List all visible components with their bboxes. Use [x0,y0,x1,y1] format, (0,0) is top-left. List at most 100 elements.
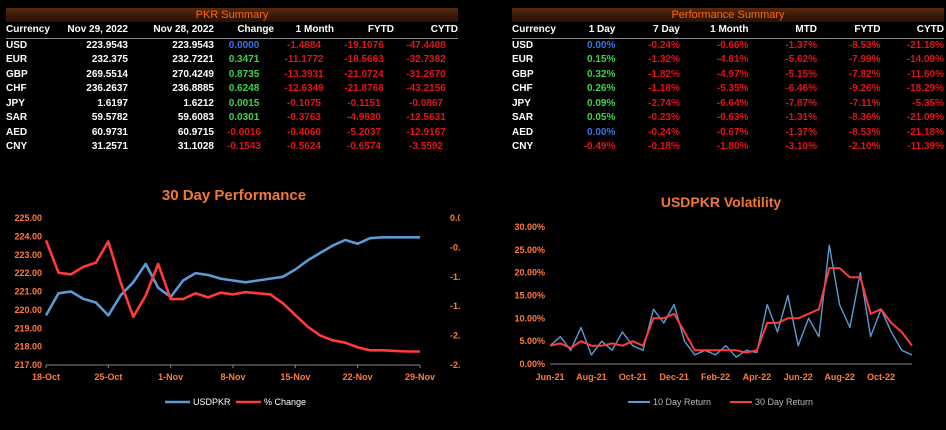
table-row: GBP 269.5514 270.4249 0.8735 -13.3931 -21.072… [6,68,458,83]
1-month-cell: -0.1075 [287,97,321,109]
fytd-cell: -4.9830 [347,112,381,123]
d7-cell: -0.24% [648,39,680,51]
series-line-10-day [549,244,913,358]
d7-cell: -1.18% [648,83,680,94]
currency-cell: AED [512,126,534,138]
y-tick-label: 5.00% [519,336,545,346]
currency-cell: CNY [512,141,534,152]
d1-cell: 0.26% [587,83,616,94]
y-tick-label: 15.00% [514,291,545,301]
y-tick-label: 0.00% [519,359,545,369]
x-tick-label: Jun-22 [784,372,813,382]
change-cell: -0.1543 [227,141,261,152]
x-tick-label: Oct-21 [619,372,647,382]
1-month-cell: -0.4060 [287,126,321,138]
fytd-cell: -9.26% [848,83,881,94]
rate-prev-cell: 223.9543 [172,39,214,51]
rate-prev-cell: 59.6083 [177,112,214,123]
series-line-30-day [549,267,913,354]
header-cytd: CYTD [394,22,458,39]
y-left-tick-label: 223.00 [14,250,42,260]
header-1month: 1 Month [274,22,334,39]
cytd-cell: -21.18% [906,126,944,138]
y-right-tick-label: -1.00 [450,272,460,282]
legend-usdpkr: USDPKR [193,397,231,407]
cytd-cell: -21.18% [906,39,944,51]
legend-pct-change: % Change [264,397,306,407]
1-month-cell: -0.5624 [287,141,321,152]
d7-cell: -1.82% [648,68,680,80]
rate-prev-cell: 31.1028 [177,141,214,152]
x-tick-label: Dec-21 [659,372,689,382]
x-tick-label: Apr-22 [743,372,772,382]
table-row: USD 223.9543 223.9543 0.0000 -1.4884 -19.1076… [6,38,458,53]
currency-cell: AED [6,126,28,138]
table-row: EUR 232.375 232.7221 0.3471 -11.1772 -18.5663… [6,53,458,68]
1-month-cell: -0.3763 [287,112,321,123]
x-tick-label: 18-Oct [32,372,60,382]
fytd-cell: -18.5663 [344,54,384,65]
x-tick-label: 29-Nov [405,372,435,382]
x-tick-label: Aug-21 [576,372,607,382]
currency-cell: GBP [6,68,28,80]
cytd-cell: -21.09% [906,112,944,123]
y-right-tick-label: -2.50 [450,360,460,370]
cytd-cell: -14.09% [906,54,944,65]
30-day-performance-chart: 30 Day Performance 217.00 218.00 219.00 220… [14,187,460,407]
cytd-cell: -12.5631 [406,112,446,123]
cytd-cell: -31.2670 [406,68,446,80]
legend-30-day: 30 Day Return [755,397,813,407]
pkr-summary-table: PKR Summary Currency Nov 29, 2022 Nov 28… [6,8,458,155]
header-date2: Nov 28, 2022 [128,22,214,39]
mtd-cell: -5.62% [785,54,818,65]
header-change: Change [214,22,274,39]
header-7day: 7 Day [615,22,680,39]
mtd-cell: -3.10% [785,141,818,152]
m1-cell: -0.66% [716,39,749,51]
x-tick-label: 8-Nov [220,372,245,382]
1-month-cell: -11.1772 [284,54,324,65]
fytd-cell: -7.82% [848,68,881,80]
chart-legend: 10 Day Return 30 Day Return [628,397,813,407]
d7-cell: -0.23% [648,112,680,123]
change-cell: 0.0015 [228,97,260,109]
currency-cell: JPY [6,97,25,109]
y-right-tick-label: -1.50 [450,301,460,311]
y-tick-label: 10.00% [514,313,545,323]
rate-prev-cell: 270.4249 [172,68,214,80]
fytd-cell: -8.53% [848,126,881,138]
y-left-tick-label: 220.00 [14,305,42,315]
currency-cell: SAR [512,112,534,123]
d1-cell: -0.49% [583,141,616,152]
table-row: CNY 31.2571 31.1028 -0.1543 -0.5624 -0.6574 -3… [6,140,458,155]
y-left-tick-label: 221.00 [14,287,42,297]
chart-legend: USDPKR % Change [165,397,306,407]
d1-cell: 0.32% [587,68,616,80]
fytd-cell: -0.1151 [347,97,381,109]
rate-today-cell: 1.6197 [97,97,128,109]
y-right-tick-label: -0.50 [450,242,460,252]
d1-cell: 0.15% [587,54,616,65]
currency-cell: CNY [6,141,28,152]
mtd-cell: -1.31% [785,112,818,123]
fytd-cell: -19.1076 [344,39,384,51]
fytd-cell: -7.11% [849,97,881,109]
table-row: CHF 236.2637 236.8885 0.6248 -12.6349 -21.876… [6,82,458,97]
1-month-cell: -1.4884 [287,39,321,51]
m1-cell: -0.63% [716,112,749,123]
table-row: GBP 0.32% -1.82% -4.97% -5.15% -7.82% -11.60% [512,68,944,83]
m1-cell: -4.81% [716,54,749,65]
fytd-cell: -7.99% [848,54,881,65]
x-tick-label: Feb-22 [701,372,730,382]
change-cell: 0.8735 [228,68,260,80]
y-tick-label: 30.00% [514,222,545,232]
currency-cell: GBP [512,68,534,80]
header-1day: 1 Day [559,22,616,39]
change-cell: -0.0016 [227,126,261,138]
fytd-cell: -21.8768 [344,83,384,94]
mtd-cell: -7.87% [785,97,818,109]
table-row: AED 60.9731 60.9715 -0.0016 -0.4060 -5.2037 -1… [6,126,458,141]
x-tick-label: 15-Nov [280,372,310,382]
currency-cell: EUR [512,54,534,65]
d7-cell: -2.74% [648,97,680,109]
